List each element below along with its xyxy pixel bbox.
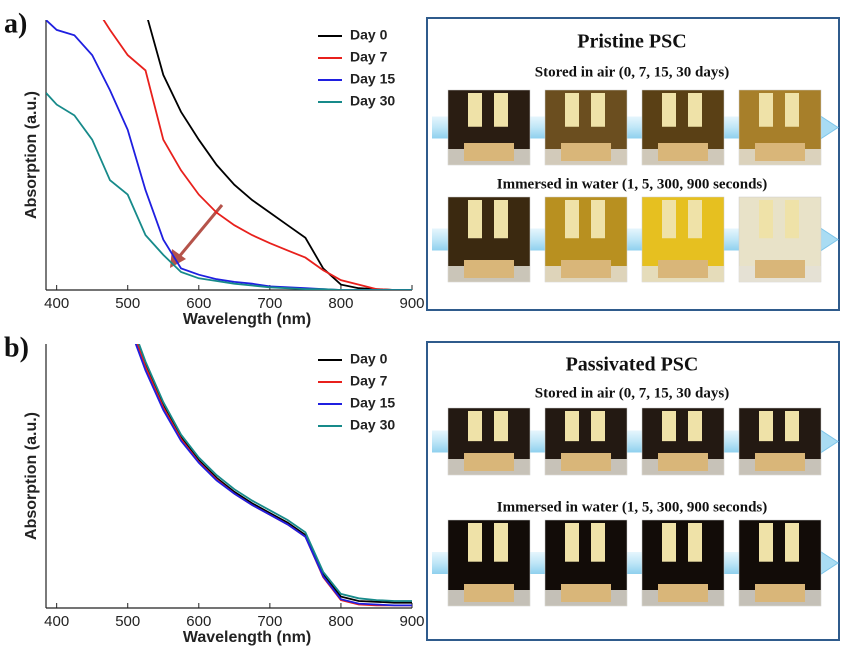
contact-pad xyxy=(561,143,611,161)
photo-row-caption: Immersed in water (1, 5, 300, 900 second… xyxy=(497,499,768,515)
contact-pad xyxy=(658,584,708,602)
photo-row-caption: Immersed in water (1, 5, 300, 900 second… xyxy=(497,176,768,192)
contact-pad xyxy=(464,453,514,471)
panel-label: a) xyxy=(4,8,27,39)
electrode-strip xyxy=(565,523,579,562)
x-tick-label: 700 xyxy=(257,295,282,312)
legend-label: Day 30 xyxy=(350,93,395,109)
x-tick-label: 400 xyxy=(44,613,69,630)
electrode-strip xyxy=(565,200,579,238)
x-tick-label: 900 xyxy=(399,295,424,312)
photo-panel-title: Pristine PSC xyxy=(577,31,686,53)
contact-pad xyxy=(561,453,611,471)
legend-label: Day 0 xyxy=(350,351,388,367)
electrode-strip xyxy=(785,411,799,441)
electrode-strip xyxy=(565,93,579,127)
contact-pad xyxy=(464,260,514,278)
electrode-strip xyxy=(759,93,773,127)
electrode-strip xyxy=(662,200,676,238)
x-axis-label: Wavelength (nm) xyxy=(183,629,311,646)
legend-label: Day 7 xyxy=(350,49,388,65)
y-axis-label: Absorption (a.u.) xyxy=(23,412,40,540)
x-tick-label: 600 xyxy=(186,613,211,630)
electrode-strip xyxy=(591,523,605,562)
series-line xyxy=(92,2,412,290)
electrode-strip xyxy=(468,523,482,562)
electrode-strip xyxy=(662,523,676,562)
electrode-strip xyxy=(468,411,482,441)
x-axis-label: Wavelength (nm) xyxy=(183,311,311,328)
electrode-strip xyxy=(662,93,676,127)
contact-pad xyxy=(658,453,708,471)
electrode-strip xyxy=(591,411,605,441)
electrode-strip xyxy=(494,200,508,238)
figure: a) 400 500 600 700 800 900 Wavelength (nm) Absor… xyxy=(0,0,842,654)
x-tick-label: 800 xyxy=(328,613,353,630)
electrode-strip xyxy=(785,93,799,127)
electrode-strip xyxy=(591,200,605,238)
contact-pad xyxy=(755,453,805,471)
photo-row-caption: Stored in air (0, 7, 15, 30 days) xyxy=(535,385,729,401)
page: {"chart_data": [ {"type": "line", "label… xyxy=(0,0,842,654)
photo-row-caption: Stored in air (0, 7, 15, 30 days) xyxy=(535,64,729,80)
legend-label: Day 15 xyxy=(350,71,395,87)
photo-panel-title: Passivated PSC xyxy=(566,354,699,376)
contact-pad xyxy=(561,584,611,602)
trend-arrow xyxy=(178,205,222,258)
contact-pad xyxy=(561,260,611,278)
legend-label: Day 0 xyxy=(350,27,388,43)
panel-label: b) xyxy=(4,332,29,363)
electrode-strip xyxy=(494,411,508,441)
electrode-strip xyxy=(468,93,482,127)
x-tick-label: 500 xyxy=(115,613,140,630)
electrode-strip xyxy=(759,200,773,238)
x-tick-label: 600 xyxy=(186,295,211,312)
legend-label: Day 15 xyxy=(350,395,395,411)
y-axis-label: Absorption (a.u.) xyxy=(23,91,40,219)
contact-pad xyxy=(755,260,805,278)
electrode-strip xyxy=(662,411,676,441)
electrode-strip xyxy=(688,93,702,127)
electrode-strip xyxy=(468,200,482,238)
electrode-strip xyxy=(688,200,702,238)
x-tick-label: 700 xyxy=(257,613,282,630)
x-tick-label: 900 xyxy=(399,613,424,630)
series-line xyxy=(46,93,412,290)
x-tick-label: 500 xyxy=(115,295,140,312)
contact-pad xyxy=(464,143,514,161)
legend-label: Day 30 xyxy=(350,417,395,433)
contact-pad xyxy=(755,143,805,161)
electrode-strip xyxy=(494,523,508,562)
contact-pad xyxy=(658,143,708,161)
electrode-strip xyxy=(785,523,799,562)
electrode-strip xyxy=(494,93,508,127)
x-tick-label: 400 xyxy=(44,295,69,312)
electrode-strip xyxy=(759,523,773,562)
electrode-strip xyxy=(688,523,702,562)
x-tick-label: 800 xyxy=(328,295,353,312)
contact-pad xyxy=(755,584,805,602)
contact-pad xyxy=(658,260,708,278)
electrode-strip xyxy=(759,411,773,441)
electrode-strip xyxy=(785,200,799,238)
contact-pad xyxy=(464,584,514,602)
electrode-strip xyxy=(688,411,702,441)
electrode-strip xyxy=(565,411,579,441)
legend-label: Day 7 xyxy=(350,373,388,389)
electrode-strip xyxy=(591,93,605,127)
